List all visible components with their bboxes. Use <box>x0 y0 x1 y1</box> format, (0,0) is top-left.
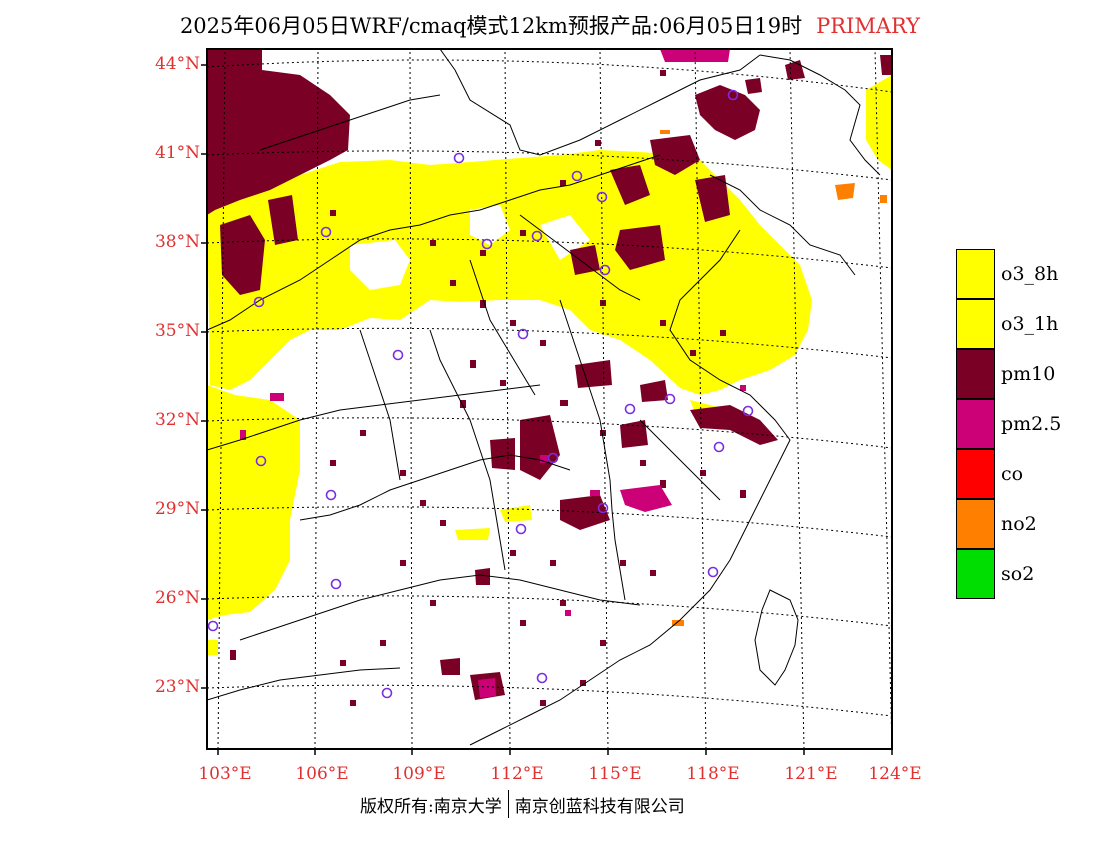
title-tag: PRIMARY <box>816 14 921 38</box>
legend-swatch <box>956 399 995 449</box>
legend-label: pm10 <box>1001 363 1056 385</box>
legend-label: no2 <box>1001 513 1037 535</box>
lat-label-44: 44°N <box>154 54 200 74</box>
map-title: 2025年06月05日WRF/cmaq模式12km预报产品:06月05日19时 P… <box>0 10 1100 40</box>
legend-swatch <box>956 449 995 499</box>
lon-label-109: 109°E <box>392 764 446 784</box>
legend-item-pm10: pm10 <box>956 349 1081 399</box>
boundaries <box>207 49 881 746</box>
legend-swatch <box>956 549 995 599</box>
legend-label: pm2.5 <box>1001 413 1062 435</box>
legend-item-so2: so2 <box>956 549 1081 599</box>
legend-label: o3_8h <box>1001 263 1059 285</box>
graticule <box>207 49 892 749</box>
map-content <box>207 49 892 749</box>
legend-item-co: co <box>956 449 1081 499</box>
legend-item-no2: no2 <box>956 499 1081 549</box>
footer-divider <box>507 790 509 818</box>
lat-label-32: 32°N <box>154 410 200 430</box>
legend-label: so2 <box>1001 563 1035 585</box>
lat-label-26: 26°N <box>154 588 200 608</box>
legend-swatch <box>956 249 995 299</box>
legend-item-o3-8h: o3_8h <box>956 249 1081 299</box>
legend-swatch <box>956 299 995 349</box>
lon-label-115: 115°E <box>588 764 642 784</box>
copyright-text: 版权所有:南京大学 <box>360 796 502 817</box>
lon-label-118: 118°E <box>686 764 740 784</box>
map-frame <box>206 48 893 750</box>
copyright-footer: 版权所有:南京大学 南京创蓝科技有限公司 <box>360 790 685 818</box>
title-main: 2025年06月05日WRF/cmaq模式12km预报产品:06月05日19时 <box>179 14 803 38</box>
legend-item-pm25: pm2.5 <box>956 399 1081 449</box>
pm10-region <box>207 49 892 700</box>
pm25-region <box>240 49 746 698</box>
lon-label-112: 112°E <box>490 764 544 784</box>
lon-label-106: 106°E <box>295 764 349 784</box>
lat-label-38: 38°N <box>154 232 200 252</box>
legend: o3_8h o3_1h pm10 pm2.5 co no2 so2 <box>956 249 1081 599</box>
lat-label-35: 35°N <box>154 321 200 341</box>
legend-label: co <box>1001 463 1024 485</box>
lon-label-103: 103°E <box>198 764 252 784</box>
no2-region <box>660 130 887 626</box>
lat-label-41: 41°N <box>154 143 200 163</box>
legend-label: o3_1h <box>1001 313 1059 335</box>
legend-swatch <box>956 499 995 549</box>
station-markers <box>207 89 754 699</box>
lon-label-121: 121°E <box>784 764 838 784</box>
company-text: 南京创蓝科技有限公司 <box>514 796 685 817</box>
lon-label-124: 124°E <box>868 764 922 784</box>
legend-item-o3-1h: o3_1h <box>956 299 1081 349</box>
pm10-scatter <box>230 70 746 706</box>
clean-patch <box>350 205 590 290</box>
legend-swatch <box>956 349 995 399</box>
lat-label-29: 29°N <box>154 499 200 519</box>
axis-ticks <box>201 64 893 755</box>
lat-label-23: 23°N <box>154 677 200 697</box>
